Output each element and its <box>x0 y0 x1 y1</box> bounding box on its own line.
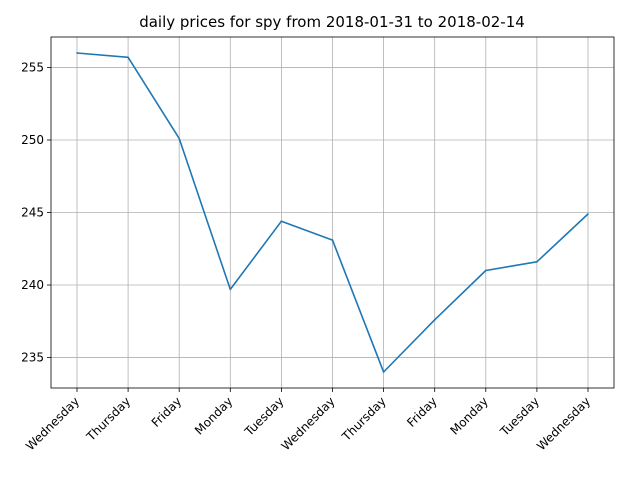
x-tick-label: Tuesday <box>241 394 286 439</box>
y-tick-label: 240 <box>21 278 44 292</box>
data-point <box>587 213 589 215</box>
x-tick-label: Thursday <box>339 394 389 444</box>
data-point <box>331 239 334 241</box>
x-tick-label: Tuesday <box>497 394 542 439</box>
data-point <box>485 269 487 272</box>
data-point <box>127 56 129 59</box>
x-tick-label: Monday <box>192 394 235 437</box>
series-layer <box>76 52 589 373</box>
x-tick-label: Friday <box>149 394 185 430</box>
data-point <box>229 288 232 291</box>
x-axis: Wednesday Thursday Friday Monday TuesdayWedn… <box>23 388 593 453</box>
y-tick-label: 235 <box>21 351 44 365</box>
data-point <box>178 137 180 140</box>
x-tick-label: Wednesday <box>279 394 338 453</box>
data-point <box>382 371 385 373</box>
y-tick-label: 245 <box>21 206 44 220</box>
y-tick-label: 255 <box>21 60 44 74</box>
x-tick-label: Thursday <box>83 394 133 444</box>
grid-layer <box>51 37 614 388</box>
x-tick-label: Friday <box>404 394 440 430</box>
y-tick-label: 250 <box>21 133 44 147</box>
data-point <box>536 261 538 263</box>
data-point <box>76 52 78 54</box>
data-point <box>280 220 283 223</box>
chart-title: daily prices for spy from 2018-01-31 to … <box>139 13 525 31</box>
y-axis: 235 240 245 250 255 <box>21 60 51 365</box>
x-tick-label: Wednesday <box>534 394 593 453</box>
x-tick-label: Wednesday <box>23 394 82 453</box>
data-point <box>433 319 436 321</box>
x-tick-label: Monday <box>448 394 491 437</box>
